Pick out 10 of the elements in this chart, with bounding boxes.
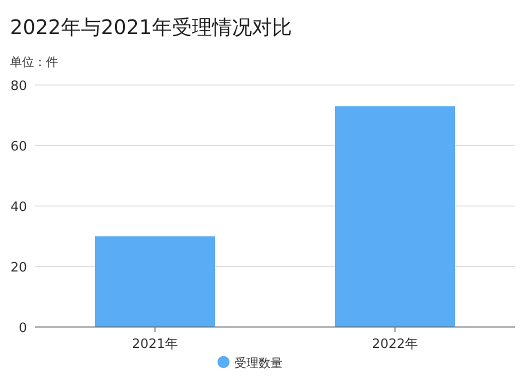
chart-title: 2022年与2021年受理情况对比 — [10, 15, 292, 39]
chart-subtitle: 单位：件 — [10, 55, 58, 69]
y-tick-label: 80 — [10, 79, 27, 94]
legend-label: 受理数量 — [234, 356, 282, 370]
y-tick-label: 40 — [10, 200, 27, 215]
y-tick-label: 60 — [10, 140, 27, 154]
y-tick-label: 20 — [10, 260, 27, 276]
y-tick-label: 0 — [18, 321, 27, 336]
x-tick-label: 2021年 — [132, 337, 178, 352]
x-tick-label: 2022年 — [372, 337, 418, 352]
